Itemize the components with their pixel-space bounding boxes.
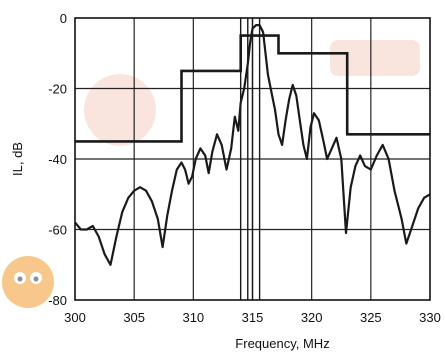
y-tick-label: -20 bbox=[48, 82, 67, 97]
x-tick-label: 310 bbox=[182, 310, 204, 325]
y-tick-label: -40 bbox=[48, 152, 67, 167]
x-tick-label: 330 bbox=[419, 310, 441, 325]
mask-limit-line bbox=[75, 34, 430, 143]
x-tick-label: 320 bbox=[301, 310, 323, 325]
x-axis-label: Frequency, MHz bbox=[235, 336, 329, 351]
y-tick-label: -60 bbox=[48, 223, 67, 238]
y-tick-label: -80 bbox=[48, 293, 67, 308]
y-tick-label: 0 bbox=[60, 11, 67, 26]
series-layer bbox=[74, 24, 431, 266]
tick-labels: 300 305 310 315 320 325 330 0 -20 -40 -60 -80 bbox=[48, 11, 441, 325]
x-tick-label: 305 bbox=[123, 310, 145, 325]
x-tick-label: 325 bbox=[360, 310, 382, 325]
mascot-graphic bbox=[2, 256, 54, 308]
plot-frame bbox=[74, 17, 431, 301]
y-axis-label: IL, dB bbox=[10, 142, 25, 176]
x-tick-label: 315 bbox=[242, 310, 264, 325]
filter-response-line bbox=[74, 24, 431, 266]
x-tick-label: 300 bbox=[64, 310, 86, 325]
